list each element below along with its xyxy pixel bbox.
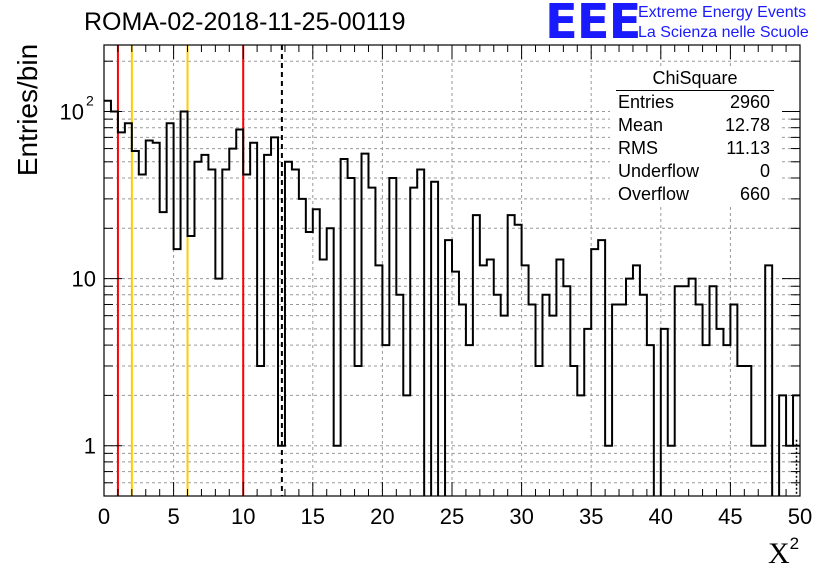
run-title: ROMA-02-2018-11-25-00119 — [84, 8, 406, 36]
y-tick-exponent: 2 — [86, 92, 94, 108]
stats-value: 12.78 — [724, 115, 770, 135]
stats-value: 11.13 — [726, 138, 770, 158]
logo-line-2: La Scienza nelle Scuole — [638, 24, 809, 41]
stats-title: ChiSquare — [616, 66, 774, 91]
y-tick-label: 10 — [72, 267, 96, 292]
stats-row-mean: Mean 12.78 — [610, 114, 780, 137]
x-tick-label: 35 — [579, 504, 603, 529]
stats-row-entries: Entries 2960 — [610, 91, 780, 114]
stats-row-rms: RMS 11.13 — [610, 137, 780, 160]
histogram-series — [104, 99, 800, 496]
x-tick-label: 10 — [231, 504, 255, 529]
x-axis-symbol: X — [768, 537, 790, 570]
y-axis-label: Entries/bin — [12, 43, 43, 177]
x-tick-label: 40 — [649, 504, 673, 529]
x-axis-superscript: 2 — [789, 534, 800, 553]
stats-box: ChiSquare Entries 2960 Mean 12.78 RMS 11… — [610, 66, 780, 206]
stats-label: Overflow — [618, 184, 690, 204]
x-tick-label: 45 — [718, 504, 742, 529]
x-tick-label: 30 — [509, 504, 533, 529]
stats-row-underflow: Underflow 0 — [610, 160, 780, 183]
x-tick-label: 25 — [440, 504, 464, 529]
stats-label: Underflow — [618, 161, 700, 181]
x-tick-label: 5 — [167, 504, 179, 529]
stats-label: RMS — [618, 138, 658, 158]
stats-label: Entries — [618, 92, 675, 112]
logo-line-1: Extreme Energy Events — [638, 4, 807, 21]
x-tick-label: 20 — [370, 504, 394, 529]
y-tick-label: 10 — [60, 99, 84, 124]
y-tick-label: 1 — [84, 434, 96, 459]
x-tick-label: 0 — [98, 504, 110, 529]
x-tick-label: 50 — [788, 504, 812, 529]
stats-label: Mean — [618, 115, 664, 135]
stats-value: 0 — [759, 161, 770, 181]
stats-value: 2960 — [729, 92, 770, 112]
eee-logo: EEE — [545, 0, 641, 50]
stats-value: 660 — [739, 184, 770, 204]
x-axis-label: X2 — [768, 534, 799, 571]
x-tick-label: 15 — [301, 504, 325, 529]
stats-row-overflow: Overflow 660 — [610, 183, 780, 206]
